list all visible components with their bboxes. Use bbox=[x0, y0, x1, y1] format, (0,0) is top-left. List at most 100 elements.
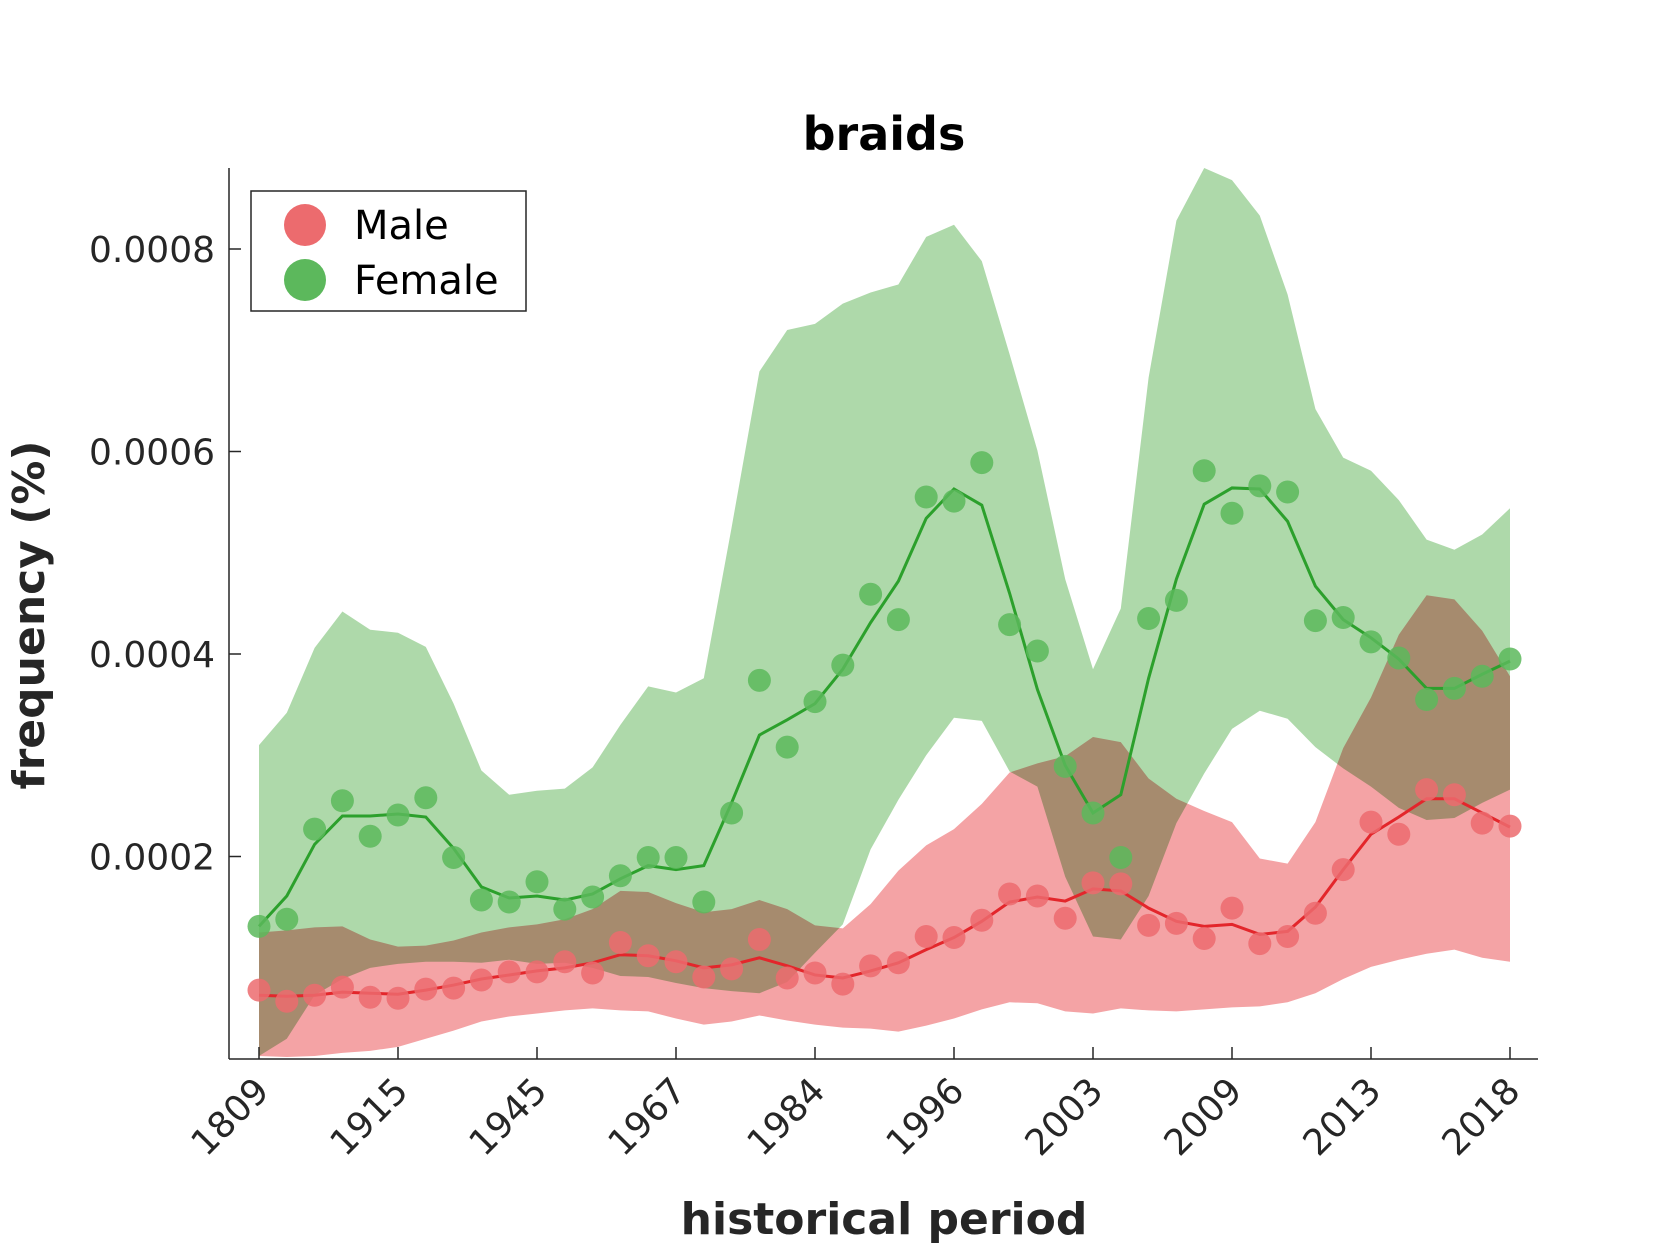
point-male bbox=[831, 972, 855, 996]
point-female bbox=[330, 789, 354, 813]
point-male bbox=[1053, 906, 1077, 930]
point-female bbox=[859, 582, 883, 606]
point-female bbox=[720, 801, 744, 825]
x-tick-label: 2013 bbox=[1296, 1070, 1390, 1164]
point-male bbox=[469, 968, 493, 992]
point-male bbox=[1192, 927, 1216, 951]
point-female bbox=[1331, 606, 1355, 630]
x-tick-label: 1809 bbox=[184, 1070, 278, 1164]
point-male bbox=[942, 926, 966, 949]
point-female bbox=[1415, 688, 1439, 712]
point-female bbox=[970, 451, 994, 475]
point-female bbox=[1164, 588, 1188, 612]
point-male bbox=[1248, 932, 1272, 956]
point-female bbox=[303, 817, 327, 841]
line-female bbox=[257, 486, 1511, 928]
x-tick-label: 1967 bbox=[601, 1070, 695, 1164]
x-tick-label: 2009 bbox=[1157, 1070, 1251, 1164]
point-female bbox=[831, 653, 855, 677]
legend-label-female: Female bbox=[354, 258, 499, 304]
point-male bbox=[970, 908, 994, 932]
y-axis-label: frequency (%) bbox=[4, 440, 55, 789]
point-female bbox=[1248, 474, 1272, 498]
band-female bbox=[259, 168, 1510, 1056]
legend: Male Female bbox=[250, 190, 527, 312]
point-female bbox=[664, 846, 688, 870]
point-male bbox=[1442, 783, 1466, 807]
point-female bbox=[469, 888, 493, 912]
point-male bbox=[775, 966, 799, 990]
y-ticks: 0.0002 0.0004 0.0006 0.0008 bbox=[89, 230, 241, 879]
point-female bbox=[1081, 801, 1105, 825]
trend-lines bbox=[257, 486, 1511, 998]
x-tick-label: 1945 bbox=[462, 1070, 556, 1164]
point-male bbox=[358, 985, 382, 1009]
point-female bbox=[358, 824, 382, 848]
x-axis-label: historical period bbox=[681, 1194, 1088, 1245]
point-female bbox=[581, 885, 605, 909]
point-male bbox=[303, 983, 327, 1007]
point-female bbox=[942, 489, 966, 513]
point-male bbox=[1220, 896, 1244, 920]
legend-marker-male bbox=[284, 204, 326, 246]
point-female bbox=[636, 846, 660, 870]
point-male bbox=[1470, 811, 1494, 835]
point-male bbox=[330, 975, 354, 999]
legend-marker-female bbox=[284, 259, 326, 301]
point-male bbox=[886, 951, 910, 975]
point-female bbox=[1137, 607, 1161, 631]
point-female bbox=[747, 668, 771, 692]
point-male bbox=[608, 931, 632, 955]
chart-title: braids bbox=[803, 107, 966, 161]
y-tick-label: 0.0004 bbox=[89, 635, 215, 676]
point-female bbox=[1192, 459, 1216, 483]
point-male bbox=[636, 944, 660, 968]
point-male bbox=[998, 882, 1022, 906]
point-female bbox=[525, 870, 549, 894]
point-male bbox=[720, 957, 744, 981]
point-female bbox=[914, 485, 938, 509]
point-female bbox=[608, 864, 632, 888]
legend-label-male: Male bbox=[354, 203, 449, 249]
point-male bbox=[1303, 901, 1327, 925]
point-male bbox=[1415, 778, 1439, 802]
point-male bbox=[1498, 814, 1522, 838]
point-female bbox=[386, 803, 410, 827]
point-female bbox=[414, 786, 438, 810]
axes bbox=[228, 168, 1538, 1060]
point-female bbox=[1220, 501, 1244, 525]
point-male bbox=[1331, 858, 1355, 882]
point-female bbox=[1053, 754, 1077, 778]
point-male bbox=[803, 961, 827, 985]
point-female bbox=[1359, 630, 1383, 654]
point-male bbox=[553, 950, 577, 974]
x-tick-label: 2003 bbox=[1018, 1070, 1112, 1164]
point-female bbox=[803, 690, 827, 714]
point-female bbox=[1109, 846, 1133, 870]
point-female bbox=[497, 890, 521, 914]
point-female bbox=[553, 897, 577, 921]
point-female bbox=[1303, 609, 1327, 633]
point-male bbox=[914, 924, 938, 948]
point-male bbox=[275, 989, 299, 1013]
point-male bbox=[581, 961, 605, 985]
point-female bbox=[1276, 480, 1300, 504]
point-female bbox=[1025, 639, 1049, 663]
point-male bbox=[1387, 822, 1411, 846]
line-male bbox=[258, 797, 1511, 998]
point-male bbox=[859, 954, 883, 978]
point-male bbox=[747, 928, 771, 952]
point-male bbox=[1164, 911, 1188, 935]
point-female bbox=[886, 608, 910, 632]
x-ticks: 1809 1915 1945 1967 1984 1996 2003 2009 2013 2018 bbox=[184, 1047, 1528, 1164]
point-male bbox=[442, 976, 466, 1000]
data-points bbox=[247, 451, 1522, 1013]
point-female bbox=[1442, 676, 1466, 700]
y-tick-label: 0.0008 bbox=[89, 230, 215, 271]
point-male bbox=[1109, 872, 1133, 896]
point-male bbox=[247, 978, 271, 1002]
x-tick-label: 1996 bbox=[879, 1070, 973, 1164]
point-male bbox=[414, 977, 438, 1001]
point-male bbox=[692, 965, 716, 989]
point-female bbox=[692, 890, 716, 914]
